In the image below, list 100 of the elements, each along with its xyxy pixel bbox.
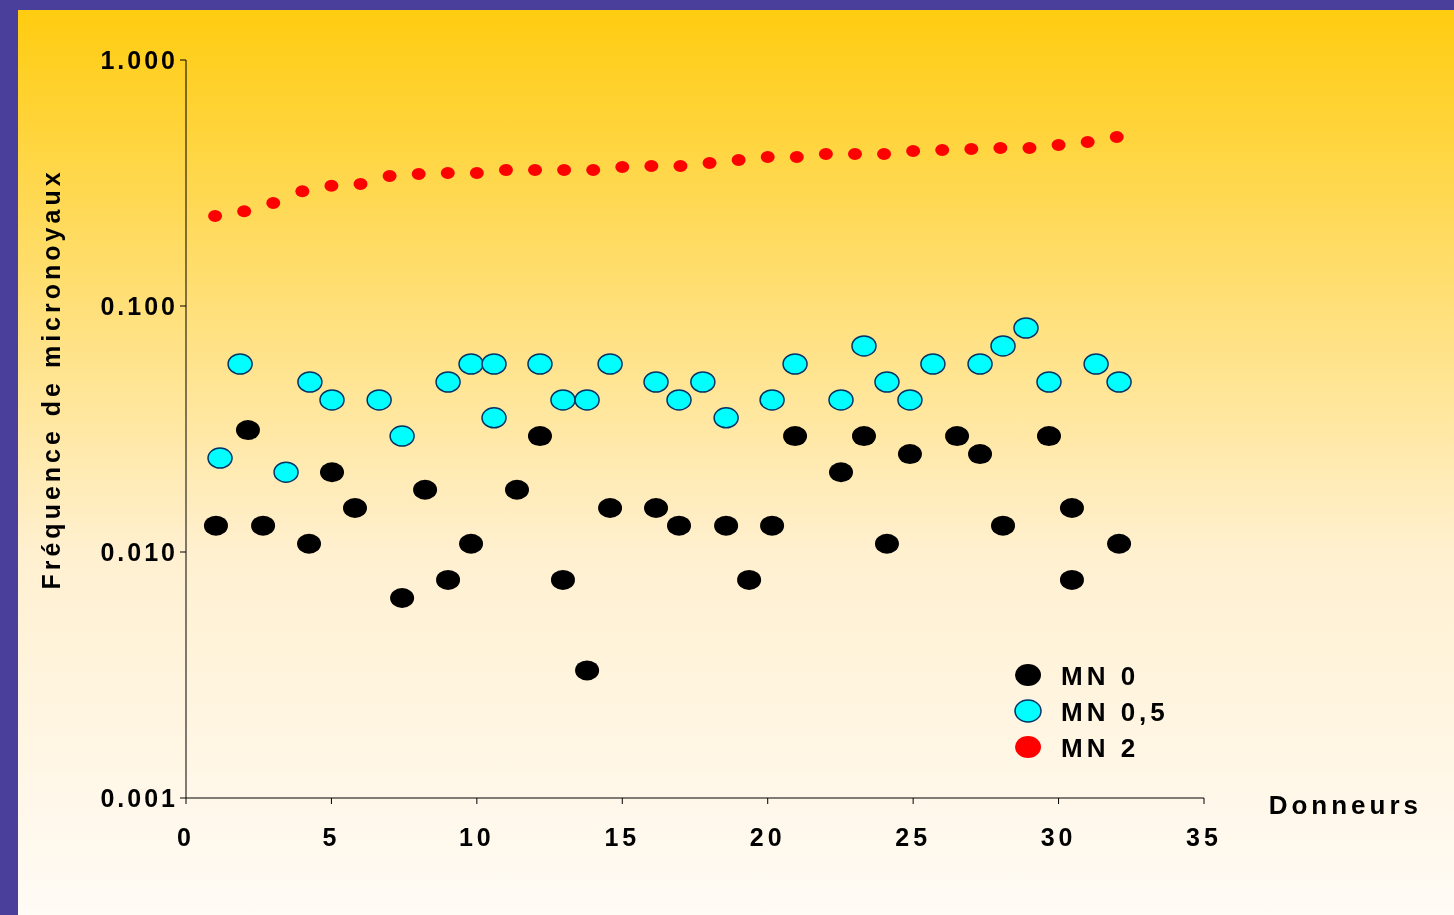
point (673, 159, 688, 172)
point (643, 371, 669, 393)
point (828, 389, 854, 411)
point (527, 426, 552, 447)
point (714, 515, 739, 536)
x-tick-label: 15 (604, 823, 641, 851)
point (1106, 371, 1132, 393)
point (527, 353, 553, 375)
point (389, 425, 415, 447)
point (295, 185, 310, 198)
point (818, 147, 833, 160)
point (1051, 139, 1066, 152)
x-tick-label: 20 (749, 823, 786, 851)
point (469, 167, 484, 180)
point (481, 353, 507, 375)
point (874, 371, 900, 393)
y-tick-label: 0.001 (100, 783, 178, 812)
point (877, 147, 892, 160)
point (967, 353, 993, 375)
point (413, 479, 438, 500)
point (586, 164, 601, 177)
x-tick-label: 10 (458, 823, 495, 851)
point (993, 141, 1008, 154)
point (1107, 533, 1132, 554)
point (1059, 569, 1084, 590)
point (481, 407, 507, 429)
point (390, 588, 415, 609)
legend-label: MN 0 (1061, 661, 1140, 692)
point (667, 515, 691, 536)
point (920, 353, 946, 375)
point (935, 143, 950, 156)
point (550, 389, 576, 411)
point (666, 389, 692, 411)
point (342, 497, 367, 518)
y-axis-title: Fréquence de micronoyaux (37, 168, 65, 590)
point (897, 444, 922, 465)
point (1083, 353, 1109, 375)
point (207, 447, 233, 469)
point (702, 157, 717, 170)
point (1022, 141, 1037, 154)
point (440, 167, 455, 180)
point (874, 533, 899, 554)
x-axis-title: Donneurs (1268, 790, 1422, 820)
point (498, 164, 513, 177)
point (266, 197, 281, 210)
point (237, 205, 252, 218)
point (945, 426, 970, 447)
point (353, 178, 368, 191)
point (550, 569, 575, 590)
point (411, 168, 426, 181)
point (1036, 426, 1061, 447)
point (737, 569, 762, 590)
point (897, 389, 923, 411)
point (208, 210, 223, 223)
point (227, 353, 253, 375)
point (991, 515, 1016, 536)
point (324, 179, 339, 192)
point (557, 164, 572, 177)
point (644, 159, 659, 172)
point (436, 569, 461, 590)
point (366, 389, 392, 411)
point (789, 151, 804, 164)
point (644, 497, 669, 518)
point (829, 462, 854, 483)
point (575, 660, 600, 681)
x-tick-label: 35 (1186, 823, 1222, 851)
point (1059, 497, 1084, 518)
y-tick-label: 1.000 (100, 45, 178, 74)
point (783, 426, 808, 447)
point (1080, 136, 1095, 149)
point (505, 479, 529, 500)
point (251, 515, 276, 536)
point (713, 407, 739, 429)
point (964, 142, 979, 155)
x-tick-label: 30 (1040, 823, 1077, 851)
point (297, 533, 322, 554)
point (273, 461, 299, 483)
point (782, 353, 808, 375)
point (1036, 371, 1062, 393)
point (319, 389, 345, 411)
point (731, 154, 746, 167)
point (760, 151, 775, 164)
legend-label: MN 0,5 (1061, 697, 1169, 728)
point (906, 144, 921, 157)
x-tick-label: 25 (895, 823, 932, 851)
point (1013, 317, 1039, 339)
legend-label: MN 2 (1061, 733, 1140, 764)
point (851, 335, 877, 357)
point (690, 371, 716, 393)
point (297, 371, 323, 393)
point (615, 161, 630, 174)
point (574, 389, 600, 411)
point (760, 515, 785, 536)
point (320, 462, 345, 483)
point (459, 533, 484, 554)
point (759, 389, 785, 411)
point (851, 426, 876, 447)
point (847, 147, 862, 160)
point (203, 515, 228, 536)
point (382, 169, 397, 182)
